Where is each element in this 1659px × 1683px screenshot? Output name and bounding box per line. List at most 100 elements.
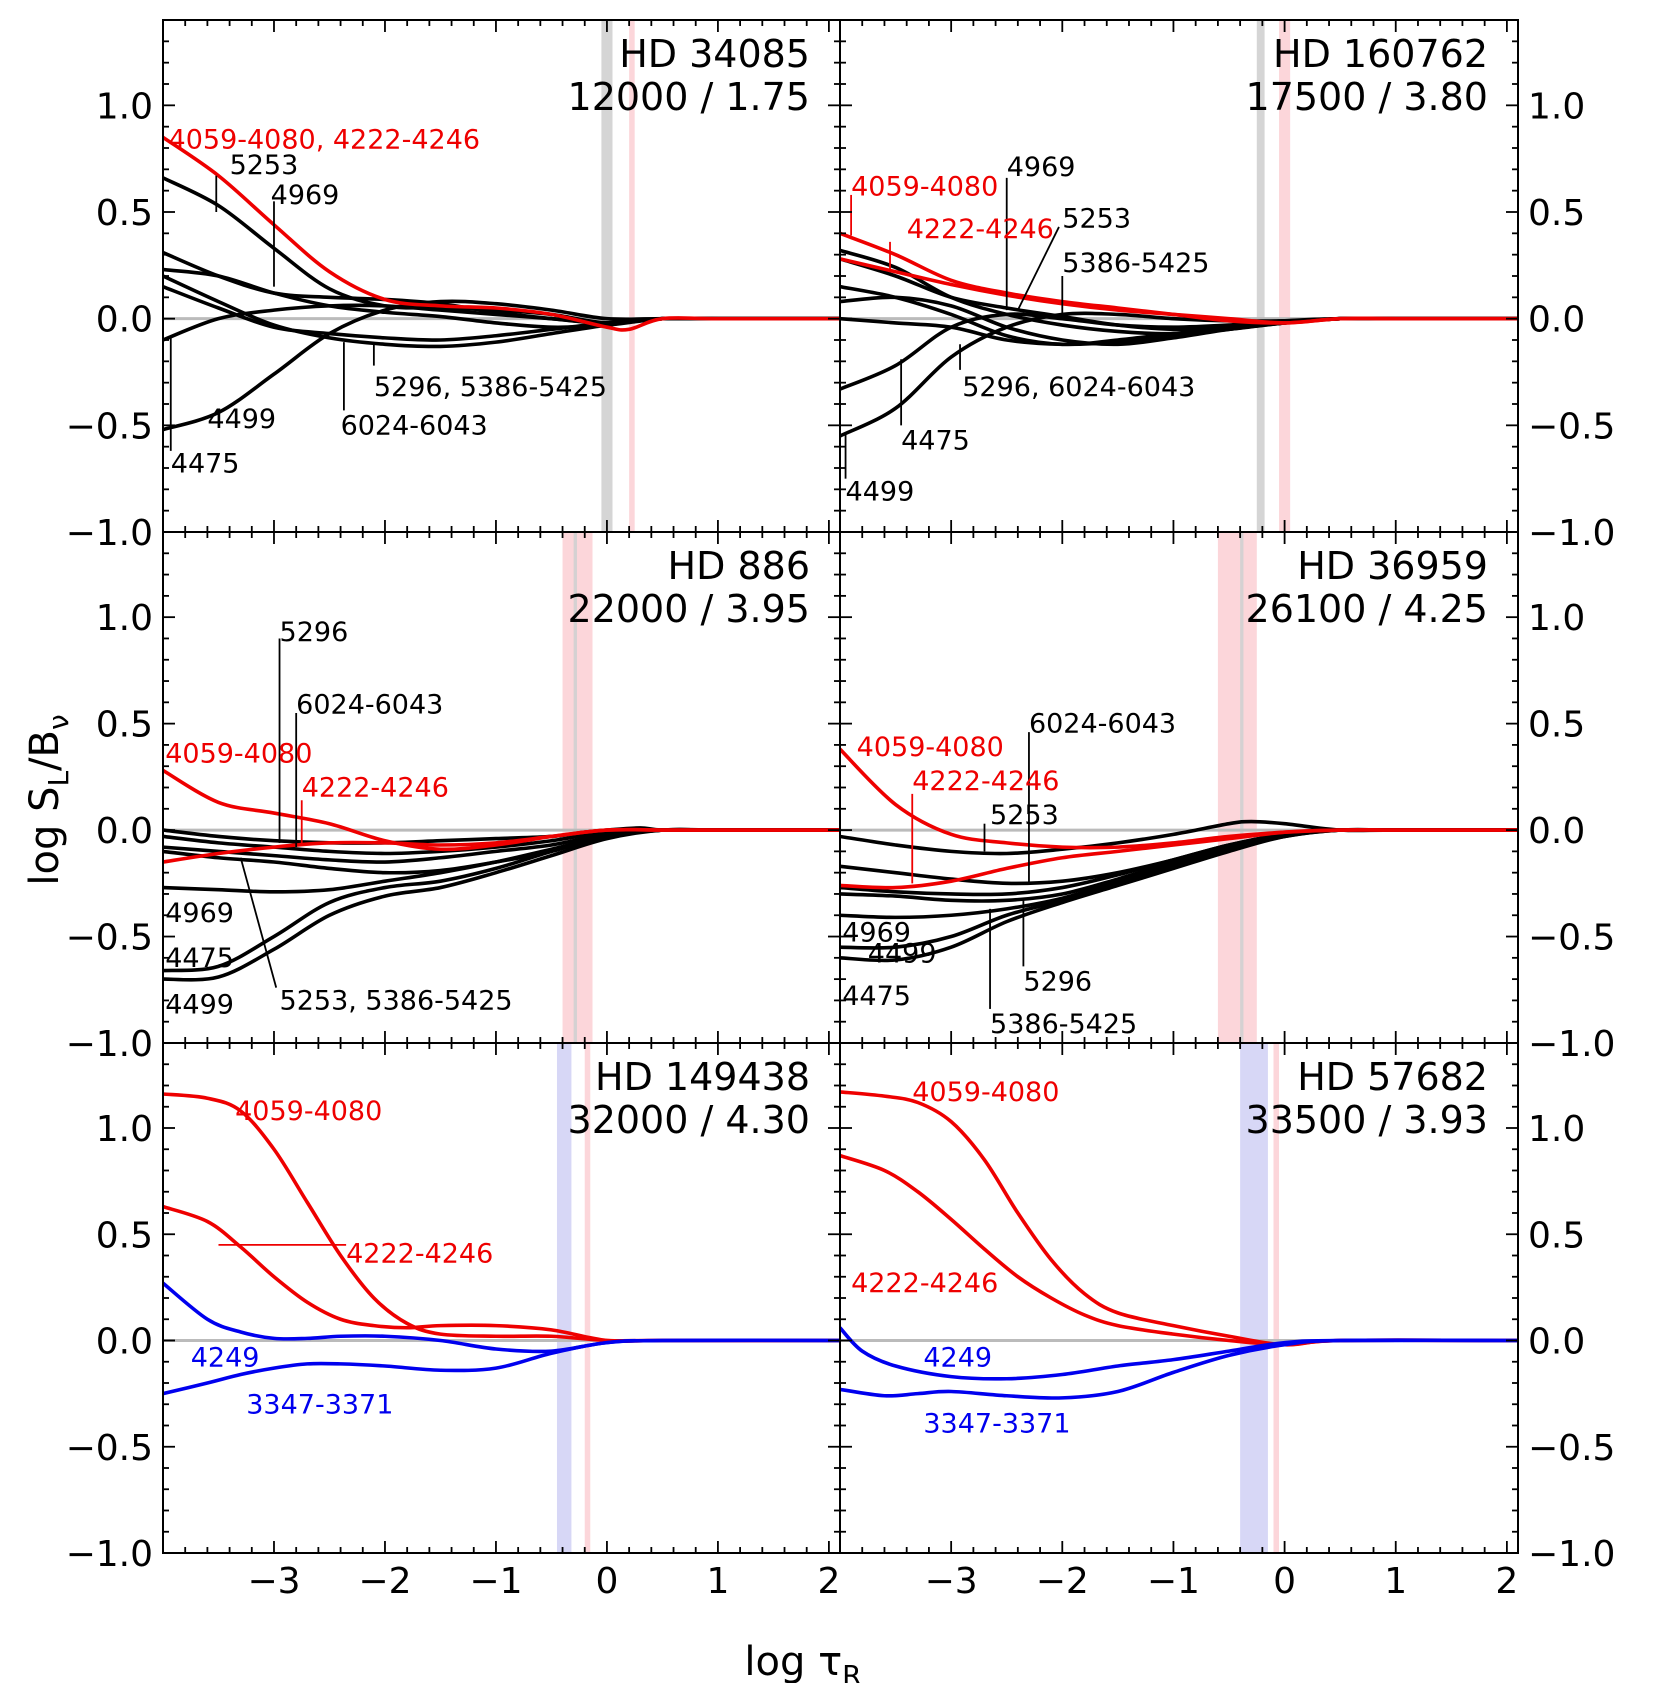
x-tick-label: −2 [1036, 1561, 1089, 1602]
annotation-label: 5386-5425 [1062, 248, 1209, 279]
y-tick-label: 0.5 [1528, 1215, 1585, 1256]
x-tick-label: 1 [706, 1561, 729, 1602]
y-tick-label: 0.5 [96, 1215, 153, 1256]
band-blue [556, 1043, 572, 1553]
panel-params: 33500 / 3.93 [1246, 1098, 1488, 1142]
panel-5: 4059-4080 4222-4246 4249 3347-3371 HD 576823… [839, 1042, 1615, 1602]
annotation-label: 4969 [842, 917, 911, 948]
y-tick-label: −1.0 [1528, 513, 1615, 554]
annotation-label: 5253 [990, 800, 1059, 831]
band-red [1273, 1043, 1280, 1553]
annotation-label: 4499 [868, 939, 937, 970]
x-axis-label-sub: R [842, 1659, 861, 1683]
plot-area [163, 532, 840, 1043]
y-tick-label: 0.5 [1528, 705, 1585, 746]
y-tick-label: −1.0 [1528, 1534, 1615, 1575]
annotation-label: 4969 [1007, 152, 1076, 183]
x-tick-label: −1 [1147, 1561, 1200, 1602]
annotation-label: 4059-4080 [235, 1096, 382, 1127]
panel-params: 26100 / 4.25 [1246, 587, 1488, 631]
annotation-label: 4969 [165, 898, 234, 929]
ticks [839, 531, 1518, 1044]
annotation-label: 5296 [280, 617, 349, 648]
annotation-label: 4059-4080 [851, 171, 998, 202]
annotation-label: 4499 [165, 990, 234, 1021]
annotation-label: 4222-4246 [851, 1268, 998, 1299]
x-tick-label: 1 [1384, 1561, 1407, 1602]
band-red [584, 1043, 591, 1553]
annotation-label: 4222-4246 [346, 1238, 493, 1269]
annotation-label: 6024-6043 [341, 410, 488, 441]
series-line-4222-4246 [840, 257, 1518, 325]
band-blue [1240, 1043, 1268, 1553]
y-tick-label: −0.5 [66, 1428, 153, 1469]
plot-area [840, 1043, 1518, 1553]
series-line-3347-3371 [840, 1338, 1518, 1400]
annotation-label: 4475 [171, 449, 240, 480]
band-red [1279, 20, 1291, 532]
x-tick-label: −1 [469, 1561, 522, 1602]
band-gray [601, 20, 613, 532]
y-tick-label: −1.0 [66, 513, 153, 554]
x-tick-label: −3 [925, 1561, 978, 1602]
annotation-label: 4059-4080 [857, 732, 1004, 763]
x-tick-label: −2 [358, 1561, 411, 1602]
annotation-label: 5296, 5386-5425 [374, 372, 607, 403]
panel-1: 4059-4080 4222-4246 4969 5253 5386-5425 5296,… [839, 19, 1615, 554]
annotation-label: 4222-4246 [907, 214, 1054, 245]
annotation-label: 3347-3371 [923, 1408, 1070, 1439]
plot-area [163, 1043, 840, 1553]
panel-2: 5296 6024-6043 4059-4080 4222-4246 4969 4475 4… [66, 531, 841, 1065]
series-line-5296 [840, 295, 1518, 347]
y-tick-label: −0.5 [66, 918, 153, 959]
annotation-label: 4499 [846, 476, 915, 507]
y-tick-label: 1.0 [96, 598, 153, 639]
panel-4: 4059-4080 4222-4246 4249 3347-3371 HD 149438… [66, 1042, 841, 1602]
annotation-label: 6024-6043 [296, 689, 443, 720]
y-tick-label: −0.5 [66, 406, 153, 447]
band-red [1217, 532, 1257, 1043]
series-line-4222-4246 [163, 1204, 840, 1344]
y-tick-label: 1.0 [1528, 598, 1585, 639]
series-line-5253 [163, 176, 840, 325]
plot-area [840, 532, 1518, 1043]
y-tick-label: 0.0 [96, 811, 153, 852]
annotation-label: 4499 [207, 404, 276, 435]
y-axis-label-sub: L [42, 771, 75, 787]
y-tick-label: 0.0 [96, 1322, 153, 1363]
x-axis-label: log τR [744, 1639, 861, 1683]
band-gray [1256, 20, 1265, 532]
y-tick-label: −0.5 [1528, 918, 1615, 959]
annotation-label: 4969 [271, 180, 340, 211]
series-line-4222-4246 [163, 827, 840, 864]
annotation-leader [239, 857, 278, 988]
series-line-4222-4246 [840, 1153, 1518, 1347]
annotation-label: 5253 [1062, 203, 1131, 234]
ticks [839, 1042, 1518, 1554]
annotation-label: 5296 [1023, 966, 1092, 997]
annotation-label: 4059-4080 [165, 738, 312, 769]
panel-star-name: HD 160762 [1273, 32, 1488, 76]
plot-area [840, 20, 1518, 532]
y-tick-label: 1.0 [96, 1109, 153, 1150]
x-tick-label: 2 [817, 1561, 840, 1602]
panel-star-name: HD 149438 [595, 1055, 810, 1099]
x-tick-label: 0 [1273, 1561, 1296, 1602]
y-tick-label: 0.5 [1528, 193, 1585, 234]
panel-params: 32000 / 4.30 [568, 1098, 810, 1142]
y-axis-label: log SL/Bν [22, 714, 75, 885]
y-tick-label: 0.0 [1528, 300, 1585, 341]
y-axis-label-sub2: ν [42, 714, 75, 730]
band-gray [573, 532, 577, 1043]
series-line-5253 [840, 819, 1518, 856]
series-line-4499 [840, 827, 1518, 950]
y-tick-label: 1.0 [1528, 1109, 1585, 1150]
x-tick-label: −3 [247, 1561, 300, 1602]
annotation-label: 4475 [901, 425, 970, 456]
annotation-label: 5386-5425 [990, 1009, 1137, 1040]
x-tick-label: 2 [1495, 1561, 1518, 1602]
annotation-label: 5253, 5386-5425 [280, 985, 513, 1016]
